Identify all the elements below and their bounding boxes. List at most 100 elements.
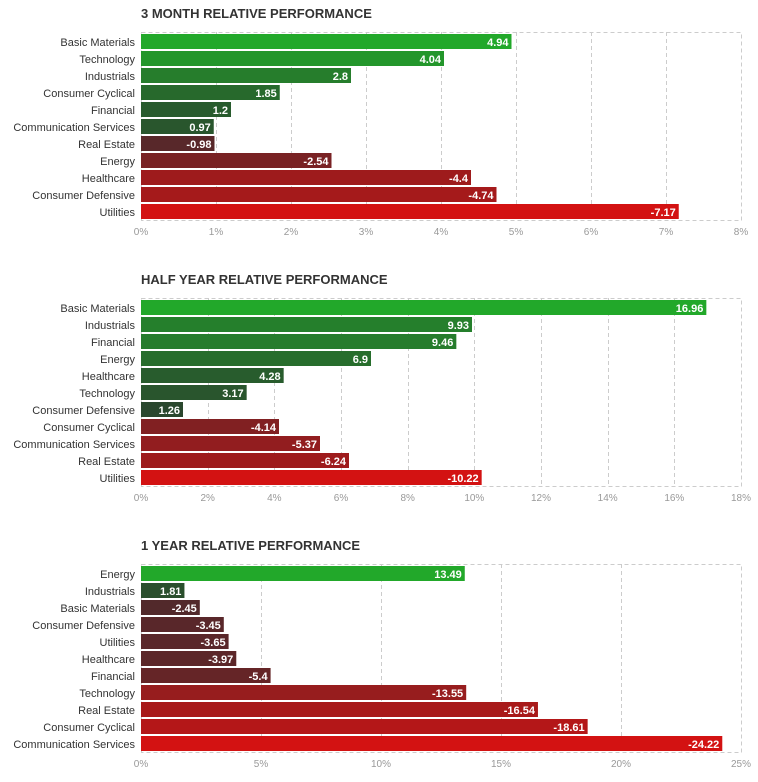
category-label-consumer-cyclical: Consumer Cyclical [43, 422, 135, 434]
x-tick-label: 16% [664, 493, 684, 504]
x-tick-label: 15% [491, 759, 511, 770]
bar-healthcare[interactable] [141, 170, 471, 185]
bar-real-estate[interactable] [141, 702, 538, 717]
bar-consumer-cyclical[interactable] [141, 85, 280, 100]
bar-basic-materials[interactable] [141, 34, 512, 49]
bar-energy[interactable] [141, 153, 332, 168]
bar-consumer-defensive[interactable] [141, 402, 183, 417]
chart-panel-3-month: 3 MONTH RELATIVE PERFORMANCE 0% 1% 2% 3% 4% 5%… [0, 0, 758, 250]
x-tick-label: 25% [731, 759, 751, 770]
x-tick-label: 6% [334, 493, 349, 504]
bar-consumer-cyclical[interactable] [141, 419, 279, 434]
value-label-financial: 1.2 [213, 105, 228, 117]
bar-technology[interactable] [141, 51, 444, 66]
bar-healthcare[interactable] [141, 368, 284, 383]
bar-financial[interactable] [141, 668, 271, 683]
x-tick-label: 0% [134, 227, 149, 238]
bar-financial[interactable] [141, 102, 231, 117]
x-tick-label: 5% [254, 759, 269, 770]
category-label-industrials: Industrials [85, 586, 136, 598]
value-label-consumer-defensive: 1.26 [159, 405, 180, 417]
bar-industrials[interactable] [141, 317, 472, 332]
value-label-consumer-defensive: -4.74 [468, 190, 494, 202]
x-tick-label: 0% [134, 493, 149, 504]
value-label-financial: 9.46 [432, 337, 453, 349]
bar-utilities[interactable] [141, 470, 482, 485]
x-tick-label: 8% [734, 227, 749, 238]
category-label-real-estate: Real Estate [78, 456, 135, 468]
bar-communication-services[interactable] [141, 436, 320, 451]
x-tick-label: 4% [267, 493, 282, 504]
value-label-basic-materials: -2.45 [172, 603, 197, 615]
value-label-real-estate: -16.54 [504, 705, 536, 717]
bar-technology[interactable] [141, 685, 467, 700]
bar-real-estate[interactable] [141, 453, 349, 468]
bar-utilities[interactable] [141, 204, 679, 219]
category-label-utilities: Utilities [100, 637, 136, 649]
value-label-consumer-cyclical: -18.61 [553, 722, 584, 734]
category-label-financial: Financial [91, 105, 135, 117]
category-label-utilities: Utilities [100, 473, 136, 485]
value-label-financial: -5.4 [249, 671, 269, 683]
category-label-communication-services: Communication Services [13, 439, 135, 451]
bar-communication-services[interactable] [141, 119, 214, 134]
value-label-energy: -2.54 [303, 156, 329, 168]
x-tick-label: 7% [659, 227, 674, 238]
category-label-consumer-defensive: Consumer Defensive [32, 620, 135, 632]
x-tick-label: 12% [531, 493, 551, 504]
chart-1-year-svg: 1 YEAR RELATIVE PERFORMANCE 0% 5% 10% 15% 20%… [13, 538, 751, 770]
bar-industrials[interactable] [141, 583, 185, 598]
category-label-basic-materials: Basic Materials [60, 303, 135, 315]
x-tick-label: 0% [134, 759, 149, 770]
value-label-industrials: 2.8 [333, 71, 348, 83]
plot-frame [141, 298, 742, 487]
bar-healthcare[interactable] [141, 651, 237, 666]
value-label-industrials: 9.93 [448, 320, 469, 332]
bar-energy[interactable] [141, 351, 371, 366]
x-tick-label: 14% [598, 493, 618, 504]
category-label-industrials: Industrials [85, 320, 136, 332]
x-tick-label: 5% [509, 227, 524, 238]
bar-consumer-cyclical[interactable] [141, 719, 588, 734]
value-label-communication-services: 0.97 [189, 122, 210, 134]
value-label-technology: 3.17 [222, 388, 243, 400]
bar-technology[interactable] [141, 385, 247, 400]
category-label-communication-services: Communication Services [13, 739, 135, 751]
value-label-consumer-defensive: -3.45 [196, 620, 221, 632]
bar-industrials[interactable] [141, 68, 351, 83]
category-label-utilities: Utilities [100, 207, 136, 219]
bar-basic-materials[interactable] [141, 600, 200, 615]
value-label-healthcare: -3.97 [208, 654, 233, 666]
bar-utilities[interactable] [141, 634, 229, 649]
category-label-technology: Technology [79, 388, 135, 400]
value-label-consumer-cyclical: 1.85 [255, 88, 276, 100]
value-label-industrials: 1.81 [160, 586, 181, 598]
bar-basic-materials[interactable] [141, 300, 707, 315]
chart-title: 3 MONTH RELATIVE PERFORMANCE [141, 6, 372, 21]
value-label-technology: -13.55 [432, 688, 463, 700]
x-tick-label: 10% [371, 759, 391, 770]
value-label-energy: 13.49 [434, 569, 462, 581]
x-tick-label: 2% [200, 493, 215, 504]
value-label-basic-materials: 16.96 [676, 303, 704, 315]
value-label-utilities: -7.17 [651, 207, 676, 219]
bar-communication-services[interactable] [141, 736, 723, 751]
bar-consumer-defensive[interactable] [141, 187, 497, 202]
x-tick-label: 18% [731, 493, 751, 504]
value-label-utilities: -10.22 [447, 473, 478, 485]
bar-real-estate[interactable] [141, 136, 215, 151]
value-label-real-estate: -6.24 [321, 456, 347, 468]
category-label-consumer-cyclical: Consumer Cyclical [43, 722, 135, 734]
category-label-consumer-defensive: Consumer Defensive [32, 405, 135, 417]
bar-consumer-defensive[interactable] [141, 617, 224, 632]
category-label-technology: Technology [79, 688, 135, 700]
bar-energy[interactable] [141, 566, 465, 581]
value-label-communication-services: -5.37 [292, 439, 317, 451]
x-tick-label: 20% [611, 759, 631, 770]
value-label-consumer-cyclical: -4.14 [251, 422, 277, 434]
bar-financial[interactable] [141, 334, 457, 349]
category-label-energy: Energy [100, 569, 135, 581]
x-tick-label: 1% [209, 227, 224, 238]
value-label-basic-materials: 4.94 [487, 37, 509, 49]
x-tick-label: 3% [359, 227, 374, 238]
